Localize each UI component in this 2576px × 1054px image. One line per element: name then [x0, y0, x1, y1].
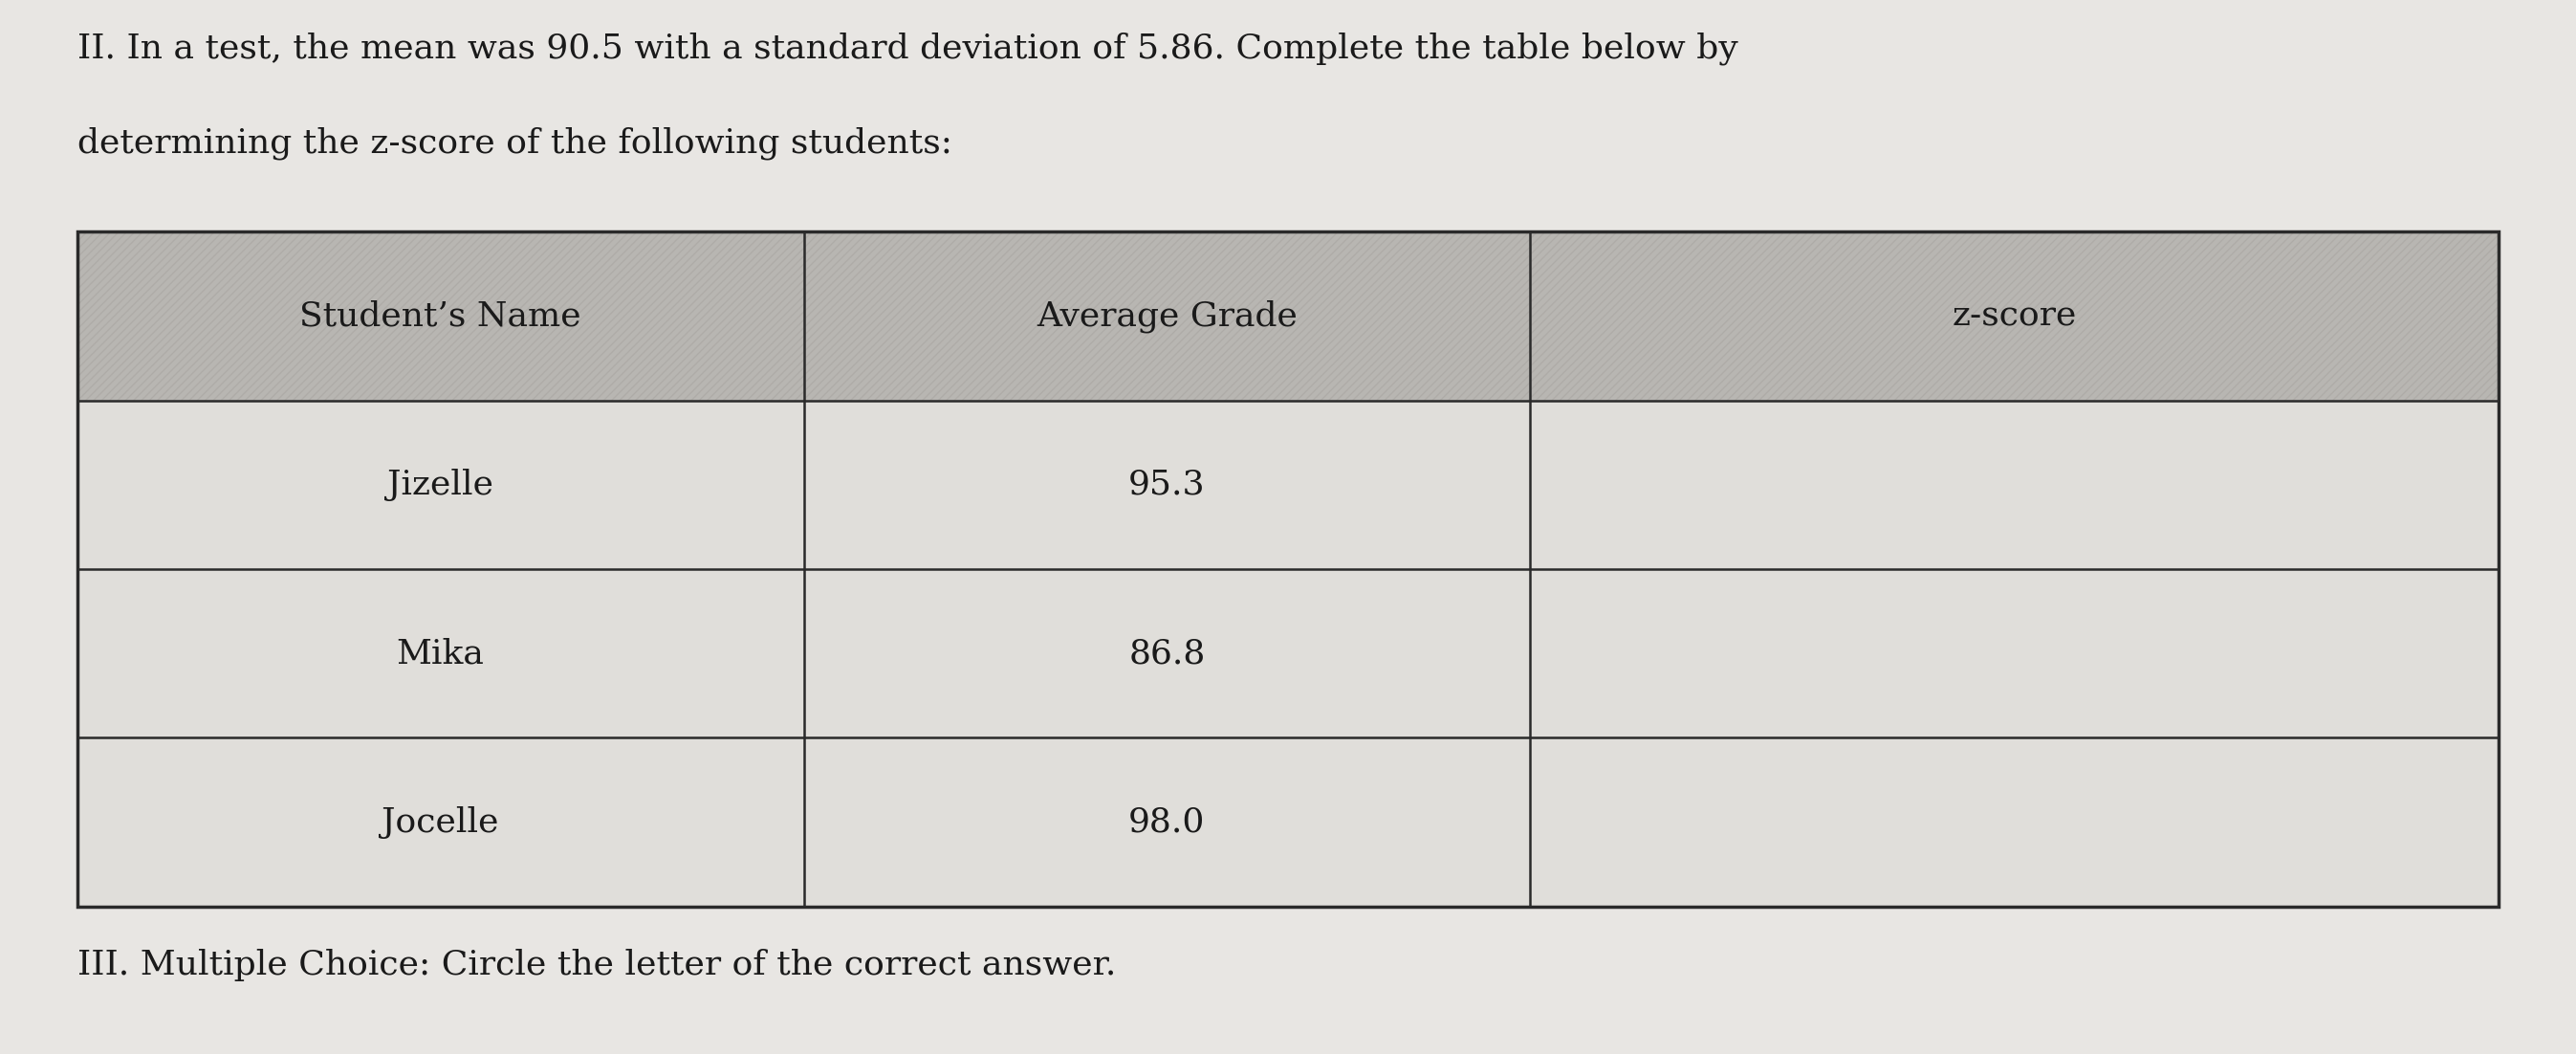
Text: z-score: z-score	[1953, 300, 2076, 332]
Text: determining the z-score of the following students:: determining the z-score of the following…	[77, 126, 953, 159]
Text: Average Grade: Average Grade	[1036, 299, 1298, 333]
Text: 95.3: 95.3	[1128, 469, 1206, 501]
Text: Jizelle: Jizelle	[386, 469, 495, 501]
Text: 98.0: 98.0	[1128, 806, 1206, 838]
Text: Mika: Mika	[397, 638, 484, 669]
Text: Jocelle: Jocelle	[381, 806, 500, 838]
Text: Student’s Name: Student’s Name	[299, 300, 582, 332]
Text: II. In a test, the mean was 90.5 with a standard deviation of 5.86. Complete the: II. In a test, the mean was 90.5 with a …	[77, 32, 1739, 64]
Text: 86.8: 86.8	[1128, 638, 1206, 669]
Text: III. Multiple Choice: Circle the letter of the correct answer.: III. Multiple Choice: Circle the letter …	[77, 949, 1115, 981]
